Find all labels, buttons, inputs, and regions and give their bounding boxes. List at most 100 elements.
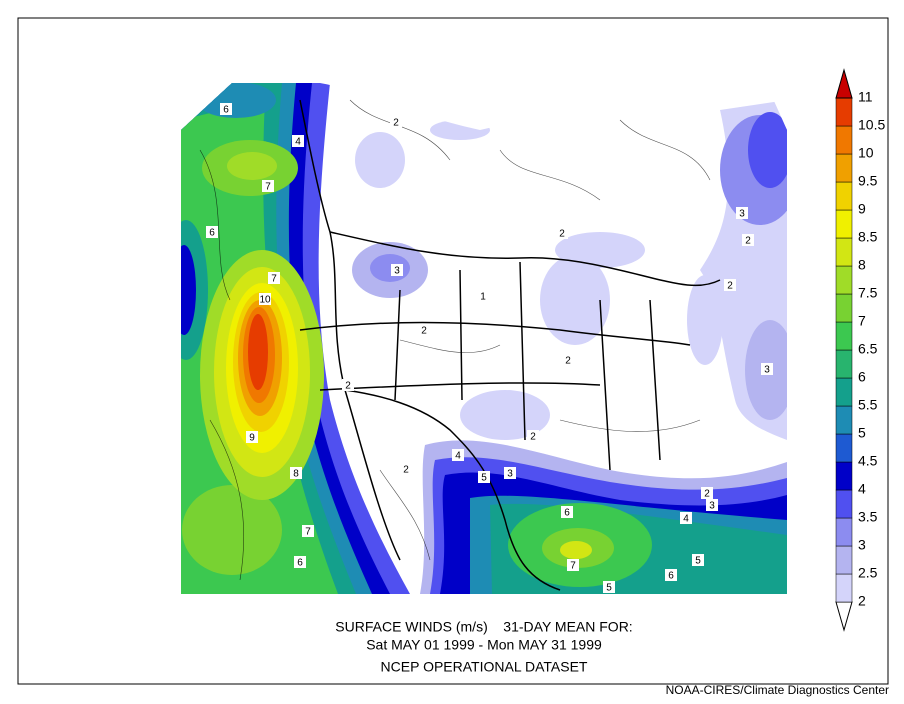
colorbar-box	[835, 153, 853, 183]
contour-label-bg	[527, 430, 539, 442]
contour-label: 2	[745, 236, 751, 247]
contour-label: 2	[345, 381, 351, 392]
contour-label-bg	[665, 569, 677, 581]
contour-label: 5	[695, 556, 701, 567]
colorbar-label: 4.5	[858, 453, 878, 469]
contour-label-bg	[259, 293, 271, 305]
contour-label-bg	[692, 554, 704, 566]
contour-label: 5	[481, 473, 487, 484]
contour-label-bg	[736, 207, 748, 219]
colorbar-label: 8.5	[858, 229, 878, 245]
contour-label-bg	[246, 431, 258, 443]
contour-label: 7	[570, 561, 576, 572]
contour-label-bg	[268, 272, 280, 284]
colorbar-label: 9.5	[858, 173, 878, 189]
colorbar-label: 11	[858, 89, 873, 105]
contour-label-bg	[290, 467, 302, 479]
contour-label-bg	[478, 471, 490, 483]
colorbar-box	[835, 293, 853, 323]
colorbar-label: 9	[858, 201, 866, 217]
colorbar-box	[835, 377, 853, 407]
credit: NOAA-CIRES/Climate Diagnostics Center	[666, 683, 889, 697]
contour-label: 7	[265, 182, 271, 193]
contour-label: 4	[683, 514, 689, 525]
contour-label-bg	[603, 581, 615, 593]
colorbar-label: 7.5	[858, 285, 878, 301]
contour-label-bg	[701, 487, 713, 499]
contour-label: 6	[668, 571, 674, 582]
contour-label: 10	[259, 295, 271, 306]
colorbar-label: 10.5	[858, 117, 885, 133]
colorbar-label: 4	[858, 481, 866, 497]
colorbar-label: 5.5	[858, 397, 878, 413]
contour-label-bg	[724, 279, 736, 291]
contour-label: 3	[709, 501, 715, 512]
contour-label: 2	[421, 326, 427, 337]
contour-label-bg	[292, 135, 304, 147]
colorbar-over	[835, 68, 853, 99]
colorbar-label: 3	[858, 537, 866, 553]
contour-label: 4	[295, 137, 301, 148]
contour-label-bg	[302, 525, 314, 537]
contour-label-bg	[418, 324, 430, 336]
contour-label-bg	[342, 379, 354, 391]
contour-label-bg	[504, 467, 516, 479]
colorbar-box	[835, 349, 853, 379]
contour-label: 6	[297, 558, 303, 569]
colorbar: 2 2.5 3 3.5 4 4.5 5 5.5 6 6.5 7 7.5 8 8.5 9 9.5 10 10.5 11	[835, 68, 885, 632]
contour-label-bg	[680, 512, 692, 524]
colorbar-label: 2.5	[858, 565, 878, 581]
colorbar-box	[835, 125, 853, 155]
contour-label: 2	[393, 118, 399, 129]
colorbar-box	[835, 181, 853, 211]
contour-label-bg	[294, 556, 306, 568]
contour-label-bg	[206, 226, 218, 238]
colorbar-box	[835, 209, 853, 239]
colorbar-box	[835, 517, 853, 547]
contour-label: 2	[727, 281, 733, 292]
contour-label: 7	[305, 527, 311, 538]
colorbar-box	[835, 573, 853, 603]
contour-label: 1	[480, 292, 486, 303]
colorbar-box	[835, 489, 853, 519]
contour-label: 8	[293, 469, 299, 480]
contour-label-bg	[262, 180, 274, 192]
contour-label: 3	[764, 365, 770, 376]
colorbar-box	[835, 405, 853, 435]
contour-label-bg	[452, 449, 464, 461]
contour-label-bg	[477, 290, 489, 302]
contour-label-bg	[706, 499, 718, 511]
colorbar-label: 6	[858, 369, 866, 385]
title-line: SURFACE WINDS (m/s) 31-DAY MEAN FOR:	[335, 619, 632, 635]
contour-label: 3	[394, 266, 400, 277]
contour-label: 6	[564, 508, 570, 519]
contour-label: 2	[530, 432, 536, 443]
colorbar-box	[835, 545, 853, 575]
contour-label: 2	[559, 229, 565, 240]
contour-label-bg	[567, 559, 579, 571]
contour-label: 3	[739, 209, 745, 220]
colorbar-box	[835, 433, 853, 463]
colorbar-box	[835, 265, 853, 295]
contour-label: 4	[455, 451, 461, 462]
colorbar-label: 10	[858, 145, 874, 161]
colorbar-box	[835, 461, 853, 491]
colorbar-box	[835, 237, 853, 267]
contour-label: 6	[209, 228, 215, 239]
contour-label-bg	[400, 463, 412, 475]
contour-label-bg	[742, 234, 754, 246]
contour-label-bg	[561, 506, 573, 518]
colorbar-label: 5	[858, 425, 866, 441]
contour-label: 5	[606, 583, 612, 594]
title-line: NCEP OPERATIONAL DATASET	[381, 659, 588, 675]
colorbar-box	[835, 321, 853, 351]
colorbar-label: 3.5	[858, 509, 878, 525]
colorbar-label: 2	[858, 593, 866, 609]
contour-label-bg	[556, 227, 568, 239]
contour-label: 2	[704, 489, 710, 500]
contour-label-bg	[391, 264, 403, 276]
contour-label: 6	[223, 105, 229, 116]
map	[181, 83, 787, 594]
